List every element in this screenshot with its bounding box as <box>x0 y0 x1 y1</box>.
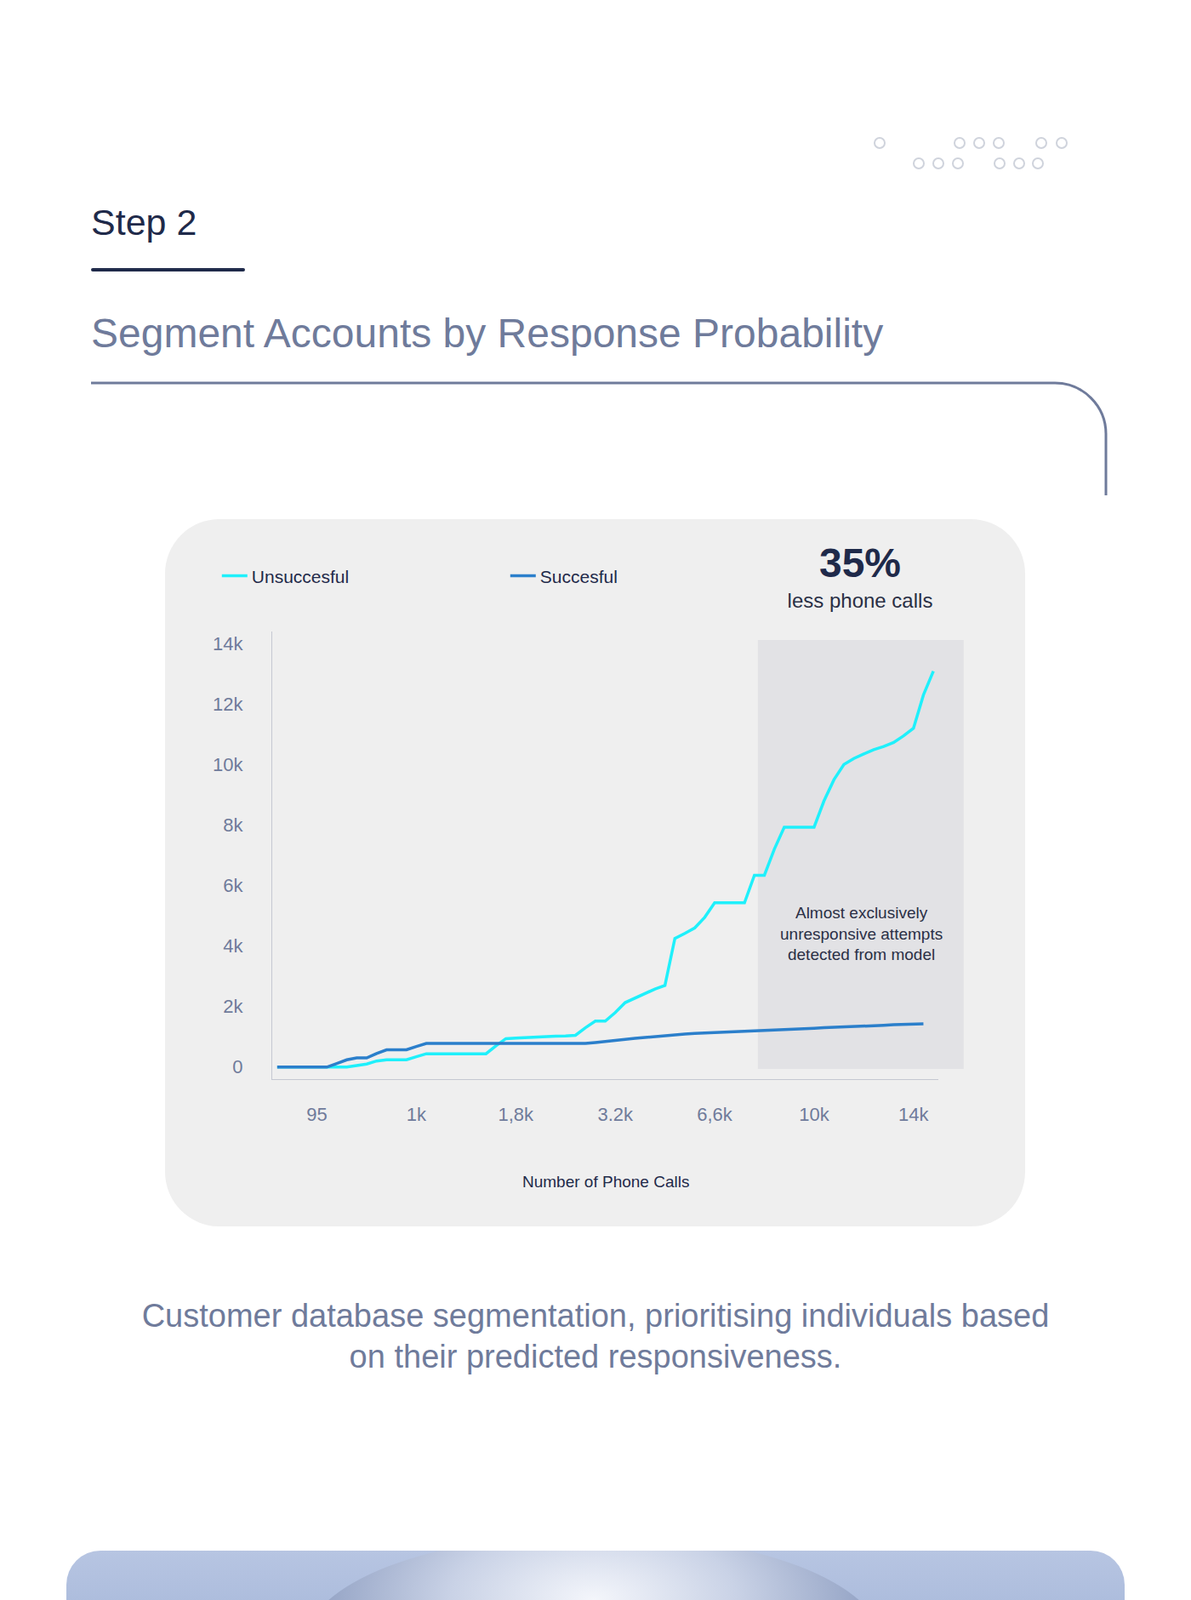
svg-text:8k: 8k <box>222 814 244 836</box>
svg-text:10k: 10k <box>212 753 244 776</box>
svg-text:2k: 2k <box>222 995 244 1017</box>
svg-text:10k: 10k <box>798 1103 830 1125</box>
svg-text:1k: 1k <box>406 1103 428 1125</box>
html-text:less phone calls: less phone calls <box>787 588 933 612</box>
html-text:Step 2: Step 2 <box>91 201 197 243</box>
svg-text:1,8k: 1,8k <box>498 1103 536 1125</box>
svg-text:Succesful: Succesful <box>540 566 618 587</box>
svg-text:14k: 14k <box>212 632 244 655</box>
svg-text:6k: 6k <box>222 874 244 896</box>
svg-text:4k: 4k <box>222 934 244 957</box>
html-text:Segment Accounts by Response P: Segment Accounts by Response Probability <box>91 310 884 356</box>
svg-text:Almost exclusivelyunresponsive: Almost exclusivelyunresponsive attemptsd… <box>780 903 943 964</box>
svg-text:12k: 12k <box>212 693 244 715</box>
html-text:35%: 35% <box>819 540 901 586</box>
svg-text:Unsuccesful: Unsuccesful <box>251 566 349 587</box>
svg-text:Number of Phone Calls: Number of Phone Calls <box>522 1172 690 1191</box>
html-text:Customer database segmentation: Customer database segmentation, prioriti… <box>141 1297 1050 1374</box>
svg-text:0: 0 <box>232 1055 243 1078</box>
svg-text:95: 95 <box>306 1103 327 1125</box>
svg-text:14k: 14k <box>898 1103 929 1125</box>
svg-text:3.2k: 3.2k <box>597 1103 634 1125</box>
svg-text:6,6k: 6,6k <box>696 1103 734 1125</box>
